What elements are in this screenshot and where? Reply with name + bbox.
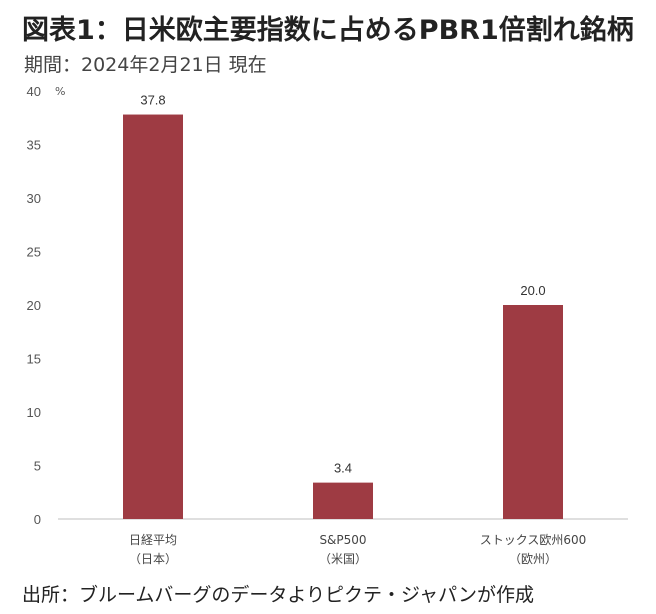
x-category-label: （欧州）: [509, 552, 557, 566]
y-tick-label: 35: [27, 138, 41, 153]
bar-value-label: 20.0: [520, 283, 545, 298]
y-tick-label: 20: [27, 298, 41, 313]
bar-value-label: 3.4: [334, 461, 352, 476]
bar-value-label: 37.8: [140, 93, 165, 108]
x-category-label: （米国）: [319, 552, 367, 566]
chart-source: 出所：ブルームバーグのデータよりピクテ・ジャパンが作成: [22, 584, 535, 606]
y-tick-label: 30: [27, 191, 41, 206]
x-category-label: 日経平均: [129, 533, 177, 547]
x-category-label: ストックス欧州600: [480, 533, 587, 547]
chart-title: 図表1：日米欧主要指数に占めるPBR1倍割れ銘柄: [22, 15, 634, 46]
y-tick-label: 0: [34, 512, 41, 527]
y-tick-label: 15: [27, 352, 41, 367]
y-tick-label: 25: [27, 245, 41, 260]
chart-period: 期間：2024年2月21日 現在: [24, 54, 267, 76]
y-tick-label: 5: [34, 459, 41, 474]
x-category-label: （日本）: [129, 552, 177, 566]
x-category-label: S&P500: [319, 533, 366, 547]
bar: [503, 305, 563, 519]
bar: [313, 482, 373, 519]
y-tick-label: 40: [27, 84, 41, 99]
y-unit-label: %: [55, 85, 65, 98]
bar: [123, 114, 183, 519]
y-tick-label: 10: [27, 405, 41, 420]
